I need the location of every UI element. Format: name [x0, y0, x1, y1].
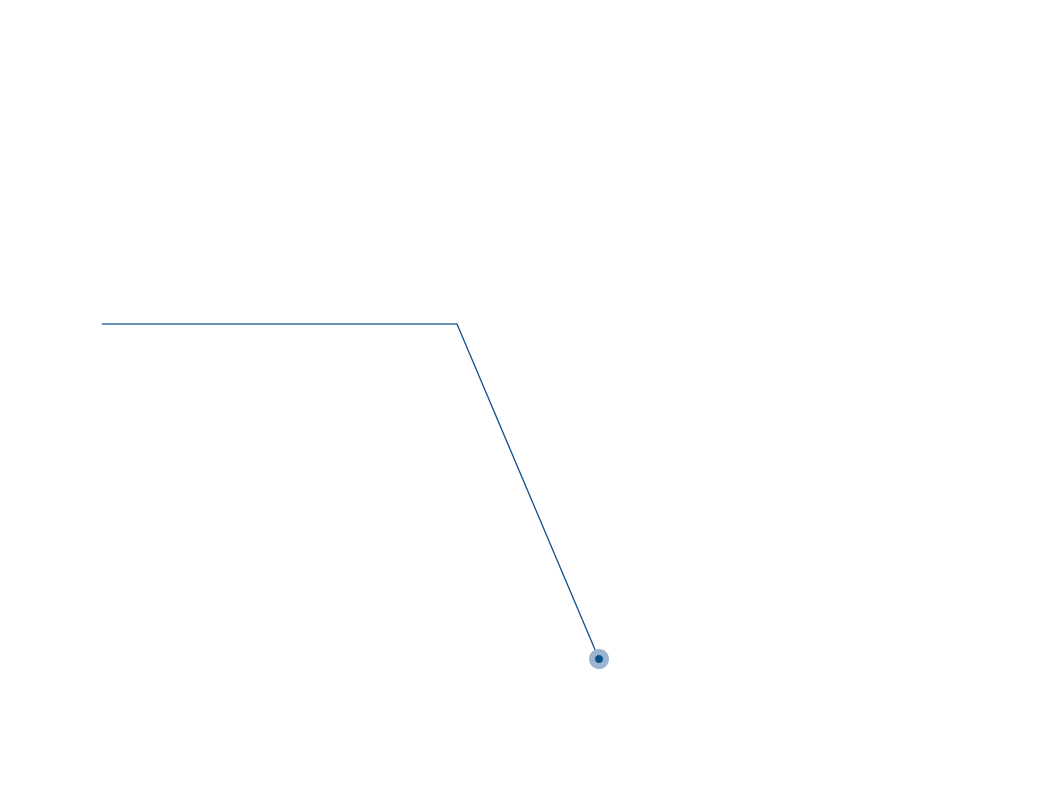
series-line [102, 323, 600, 660]
highlighted-point[interactable] [595, 655, 603, 663]
